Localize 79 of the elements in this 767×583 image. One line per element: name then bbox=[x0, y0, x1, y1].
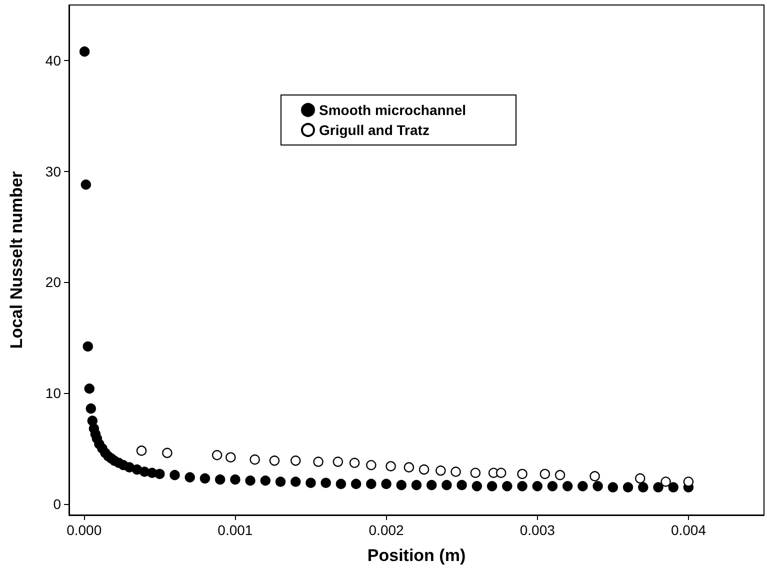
y-tick-label: 40 bbox=[45, 52, 62, 68]
x-tick-label: 0.001 bbox=[218, 522, 253, 538]
point bbox=[366, 460, 376, 470]
point bbox=[86, 403, 96, 414]
point bbox=[332, 456, 344, 467]
point bbox=[418, 464, 430, 475]
legend-label: Grigull and Tratz bbox=[318, 122, 430, 138]
point bbox=[496, 468, 506, 478]
point bbox=[170, 470, 180, 480]
y-tick-label: 20 bbox=[45, 274, 62, 290]
legend-label: Smooth microchannel bbox=[318, 102, 466, 118]
point bbox=[517, 481, 528, 492]
x-tick-label: 0.004 bbox=[670, 522, 706, 538]
x-tick-label: 0.002 bbox=[368, 522, 404, 538]
point bbox=[212, 450, 222, 460]
point bbox=[554, 470, 566, 480]
point bbox=[653, 482, 664, 492]
point bbox=[154, 468, 165, 480]
point bbox=[668, 482, 678, 492]
point bbox=[269, 456, 280, 466]
point bbox=[436, 466, 446, 476]
point bbox=[200, 473, 210, 484]
point bbox=[320, 478, 331, 488]
point bbox=[260, 476, 271, 486]
point bbox=[290, 456, 301, 466]
point bbox=[578, 481, 588, 492]
point bbox=[275, 476, 286, 487]
x-tick-label: 0.000 bbox=[66, 522, 102, 538]
point bbox=[472, 481, 482, 492]
point bbox=[411, 480, 422, 490]
point bbox=[683, 476, 694, 487]
point bbox=[136, 446, 147, 456]
point bbox=[80, 180, 92, 190]
y-tick-label: 10 bbox=[45, 385, 62, 402]
point bbox=[306, 478, 316, 488]
point bbox=[470, 468, 481, 478]
point bbox=[660, 476, 671, 487]
point bbox=[442, 480, 452, 490]
point bbox=[456, 480, 467, 490]
point bbox=[82, 341, 93, 352]
y-axis-title: Local Nusselt number bbox=[7, 170, 26, 349]
point bbox=[404, 462, 414, 472]
point bbox=[638, 482, 648, 492]
point bbox=[290, 476, 301, 487]
point bbox=[540, 468, 550, 480]
y-tick-label: 0 bbox=[53, 496, 62, 512]
point bbox=[562, 481, 573, 492]
point bbox=[517, 468, 528, 480]
point bbox=[635, 473, 646, 484]
point bbox=[336, 478, 346, 490]
point bbox=[230, 474, 240, 485]
point bbox=[250, 454, 260, 465]
point bbox=[214, 474, 226, 485]
y-tick-label: 30 bbox=[45, 163, 62, 180]
point bbox=[349, 458, 360, 468]
point bbox=[226, 452, 236, 462]
point bbox=[486, 481, 498, 492]
point bbox=[622, 482, 634, 492]
point bbox=[84, 384, 94, 394]
point bbox=[386, 461, 396, 472]
point bbox=[366, 478, 376, 490]
point bbox=[426, 480, 437, 490]
point bbox=[245, 476, 256, 486]
point bbox=[184, 472, 195, 482]
point bbox=[608, 482, 618, 492]
point bbox=[590, 471, 600, 482]
point bbox=[350, 478, 362, 490]
point bbox=[381, 478, 392, 490]
point bbox=[450, 466, 461, 477]
point bbox=[502, 481, 512, 492]
point bbox=[313, 456, 324, 467]
point bbox=[79, 46, 90, 57]
x-axis-title: Position (m) bbox=[367, 546, 466, 565]
point bbox=[162, 448, 172, 458]
point bbox=[396, 480, 406, 490]
x-tick-label: 0.003 bbox=[520, 522, 556, 538]
point bbox=[547, 481, 558, 492]
point bbox=[532, 481, 542, 492]
point bbox=[592, 481, 603, 492]
